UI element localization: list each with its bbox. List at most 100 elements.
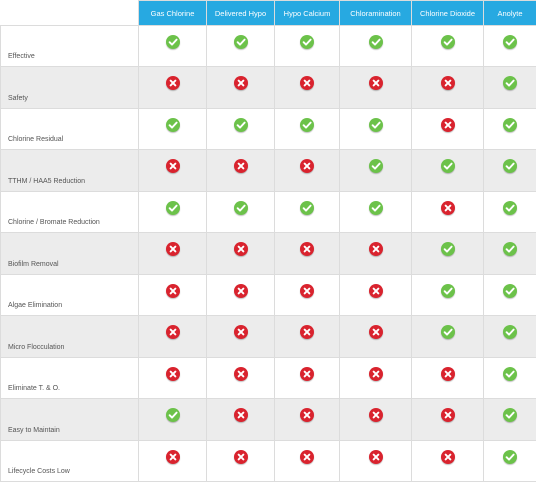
table-cell bbox=[339, 356, 412, 400]
table-cell bbox=[274, 66, 340, 109]
table-cell bbox=[274, 149, 340, 192]
table-cell bbox=[206, 273, 275, 317]
cross-icon bbox=[165, 76, 180, 91]
row-label: Chlorine / Bromate Reduction bbox=[0, 190, 139, 234]
column-header: Delivered Hypo bbox=[206, 0, 275, 26]
row-label: Effective bbox=[0, 24, 139, 68]
cross-icon bbox=[300, 408, 314, 423]
header-row: Gas Chlorine Delivered Hypo Hypo Calcium… bbox=[0, 0, 536, 26]
check-icon bbox=[368, 35, 383, 49]
check-icon bbox=[300, 200, 314, 215]
table-cell bbox=[483, 232, 536, 275]
table-cell bbox=[206, 149, 275, 192]
header-corner bbox=[0, 0, 139, 26]
check-icon bbox=[165, 117, 180, 132]
check-icon bbox=[233, 200, 248, 215]
table-cell bbox=[411, 315, 484, 358]
table-cell bbox=[411, 107, 484, 151]
table-cell bbox=[138, 439, 207, 482]
row-label: Easy to Maintain bbox=[0, 398, 139, 441]
table-cell bbox=[138, 232, 207, 275]
cross-icon bbox=[233, 283, 248, 298]
table-cell bbox=[339, 398, 412, 441]
cross-icon bbox=[233, 408, 248, 423]
table-cell bbox=[274, 190, 340, 234]
check-icon bbox=[165, 35, 180, 49]
table-cell bbox=[339, 107, 412, 151]
cross-icon bbox=[233, 366, 248, 381]
table-cell bbox=[483, 66, 536, 109]
table-row: Lifecycle Costs Low bbox=[0, 439, 536, 482]
table-cell bbox=[206, 232, 275, 275]
table-cell bbox=[274, 439, 340, 482]
table-cell bbox=[274, 356, 340, 400]
table-cell bbox=[138, 315, 207, 358]
table-cell bbox=[483, 190, 536, 234]
table-cell bbox=[274, 315, 340, 358]
table-cell bbox=[274, 232, 340, 275]
cross-icon bbox=[440, 408, 455, 423]
table-cell bbox=[274, 398, 340, 441]
cross-icon bbox=[368, 325, 383, 340]
cross-icon bbox=[233, 325, 248, 340]
check-icon bbox=[165, 408, 180, 423]
check-icon bbox=[503, 159, 517, 174]
check-icon bbox=[503, 117, 517, 132]
table-body: Effective Safety Chlorine Residual TTHM / H… bbox=[0, 24, 536, 482]
table-cell bbox=[411, 439, 484, 482]
check-icon bbox=[503, 35, 517, 49]
check-icon bbox=[165, 200, 180, 215]
check-icon bbox=[440, 242, 455, 257]
table-row: Micro Flocculation bbox=[0, 315, 536, 358]
check-icon bbox=[503, 408, 517, 423]
table-cell bbox=[411, 66, 484, 109]
cross-icon bbox=[440, 366, 455, 381]
table-cell bbox=[206, 439, 275, 482]
table-cell bbox=[411, 398, 484, 441]
table-cell bbox=[339, 24, 412, 68]
cross-icon bbox=[440, 200, 455, 215]
cross-icon bbox=[300, 449, 314, 464]
row-label: Chlorine Residual bbox=[0, 107, 139, 151]
check-icon bbox=[368, 200, 383, 215]
cross-icon bbox=[165, 366, 180, 381]
cross-icon bbox=[440, 76, 455, 91]
row-label: Algae Elimination bbox=[0, 273, 139, 317]
check-icon bbox=[503, 242, 517, 257]
table-row: Eliminate T. & O. bbox=[0, 356, 536, 400]
table-row: Safety bbox=[0, 66, 536, 109]
table-cell bbox=[483, 107, 536, 151]
table-cell bbox=[339, 315, 412, 358]
table-cell bbox=[138, 66, 207, 109]
table-cell bbox=[483, 398, 536, 441]
row-label: Biofilm Removal bbox=[0, 232, 139, 275]
table-cell bbox=[411, 190, 484, 234]
table-cell bbox=[138, 398, 207, 441]
table-cell bbox=[483, 315, 536, 358]
row-label: Micro Flocculation bbox=[0, 315, 139, 358]
table-cell bbox=[483, 356, 536, 400]
cross-icon bbox=[368, 242, 383, 257]
table-row: Chlorine Residual bbox=[0, 107, 536, 151]
check-icon bbox=[440, 283, 455, 298]
table-row: Biofilm Removal bbox=[0, 232, 536, 275]
table-row: TTHM / HAA5 Reduction bbox=[0, 149, 536, 192]
column-header: Chloramination bbox=[339, 0, 412, 26]
cross-icon bbox=[300, 159, 314, 174]
check-icon bbox=[503, 366, 517, 381]
check-icon bbox=[233, 35, 248, 49]
table-cell bbox=[411, 273, 484, 317]
cross-icon bbox=[368, 408, 383, 423]
cross-icon bbox=[368, 76, 383, 91]
table-cell bbox=[483, 273, 536, 317]
check-icon bbox=[440, 325, 455, 340]
check-icon bbox=[440, 159, 455, 174]
table-cell bbox=[138, 190, 207, 234]
check-icon bbox=[503, 76, 517, 91]
table-cell bbox=[274, 273, 340, 317]
cross-icon bbox=[440, 449, 455, 464]
table-cell bbox=[339, 149, 412, 192]
table-cell bbox=[411, 24, 484, 68]
table-cell bbox=[411, 149, 484, 192]
